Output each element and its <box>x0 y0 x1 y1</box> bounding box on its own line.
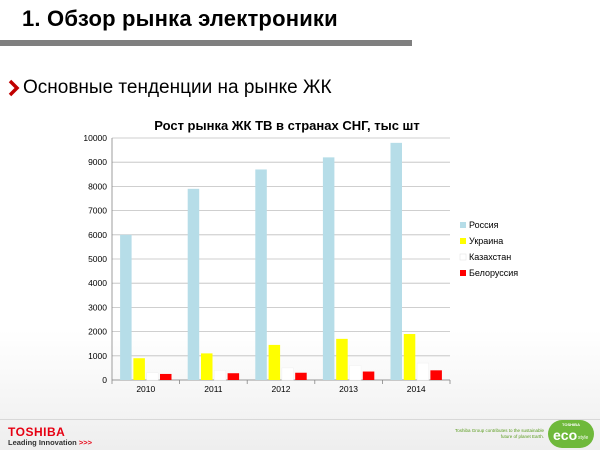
bar-Казахстан-2014 <box>416 362 429 381</box>
chart: Рост рынка ЖК ТВ в странах СНГ, тыс шт 0 1… <box>70 112 530 408</box>
y-tick-label: 6000 <box>88 230 107 240</box>
x-tick-label: 2013 <box>339 384 358 394</box>
bar-Украина-2012 <box>268 344 281 380</box>
tagline-arrows: >>> <box>78 438 92 447</box>
bar-Россия-2012 <box>255 169 267 380</box>
footer-divider <box>0 419 600 420</box>
bar-Украина-2011 <box>201 353 213 380</box>
legend-label: Белоруссия <box>469 268 518 278</box>
bar-Казахстан-2013 <box>349 365 362 381</box>
logo-tagline: Leading Innovation >>> <box>8 438 92 447</box>
x-tick-label: 2014 <box>407 384 426 394</box>
y-tick-label: 7000 <box>88 206 107 216</box>
y-tick-label: 10000 <box>83 133 107 143</box>
x-tick-label: 2010 <box>136 384 155 394</box>
y-tick-label: 9000 <box>88 157 107 167</box>
y-tick-label: 1000 <box>88 351 107 361</box>
y-tick-label: 2000 <box>88 327 107 337</box>
bar-Белоруссия-2011 <box>227 373 240 380</box>
x-tick-label: 2011 <box>204 384 223 394</box>
bar-chart: Рост рынка ЖК ТВ в странах СНГ, тыс шт 0 1… <box>83 118 518 394</box>
y-tick-label: 4000 <box>88 278 107 288</box>
toshiba-logo: TOSHIBA <box>8 425 66 439</box>
tagline-text: Leading Innovation <box>8 438 77 447</box>
bar-Казахстан-2012 <box>281 367 294 381</box>
chevron-right-icon <box>8 79 20 97</box>
legend-label: Россия <box>469 220 499 230</box>
bar-Белоруссия-2010 <box>160 373 172 380</box>
title-underline-bar <box>0 40 412 46</box>
y-tick-label: 0 <box>102 375 107 385</box>
bar-Казахстан-2010 <box>146 372 159 381</box>
eco-badge-main: eco <box>553 427 578 443</box>
eco-note: Toshiba Group contributes to the sustain… <box>454 428 544 439</box>
bar-Белоруссия-2014 <box>430 370 442 380</box>
bar-Белоруссия-2013 <box>362 371 375 380</box>
bar-Россия-2011 <box>187 188 200 380</box>
bar-Россия-2013 <box>322 157 335 380</box>
bar-Украина-2013 <box>336 338 348 380</box>
bar-Россия-2010 <box>120 234 132 380</box>
legend-swatch-Россия <box>460 222 466 228</box>
legend-label: Украина <box>469 236 503 246</box>
y-tick-label: 8000 <box>88 181 107 191</box>
legend-swatch-Белоруссия <box>460 270 466 276</box>
y-tick-label: 3000 <box>88 302 107 312</box>
legend-swatch-Казахстан <box>459 253 467 261</box>
bar-Белоруссия-2012 <box>295 372 307 380</box>
bar-Россия-2014 <box>390 142 402 380</box>
bar-Украина-2014 <box>403 334 416 380</box>
eco-badge-top: TOSHIBA <box>562 422 580 427</box>
eco-badge-sub: style <box>578 435 589 441</box>
legend-swatch-Украина <box>460 238 466 244</box>
y-tick-label: 5000 <box>88 254 107 264</box>
bar-Казахстан-2011 <box>214 370 227 381</box>
chart-title: Рост рынка ЖК ТВ в странах СНГ, тыс шт <box>154 118 420 133</box>
bullet-heading: Основные тенденции на рынке ЖК <box>23 77 332 98</box>
x-tick-label: 2012 <box>272 384 291 394</box>
bar-Украина-2010 <box>133 358 145 380</box>
slide-title: 1. Обзор рынка электроники <box>22 6 338 31</box>
legend-label: Казахстан <box>469 252 511 262</box>
eco-style-badge: TOSHIBA eco style <box>548 420 594 448</box>
